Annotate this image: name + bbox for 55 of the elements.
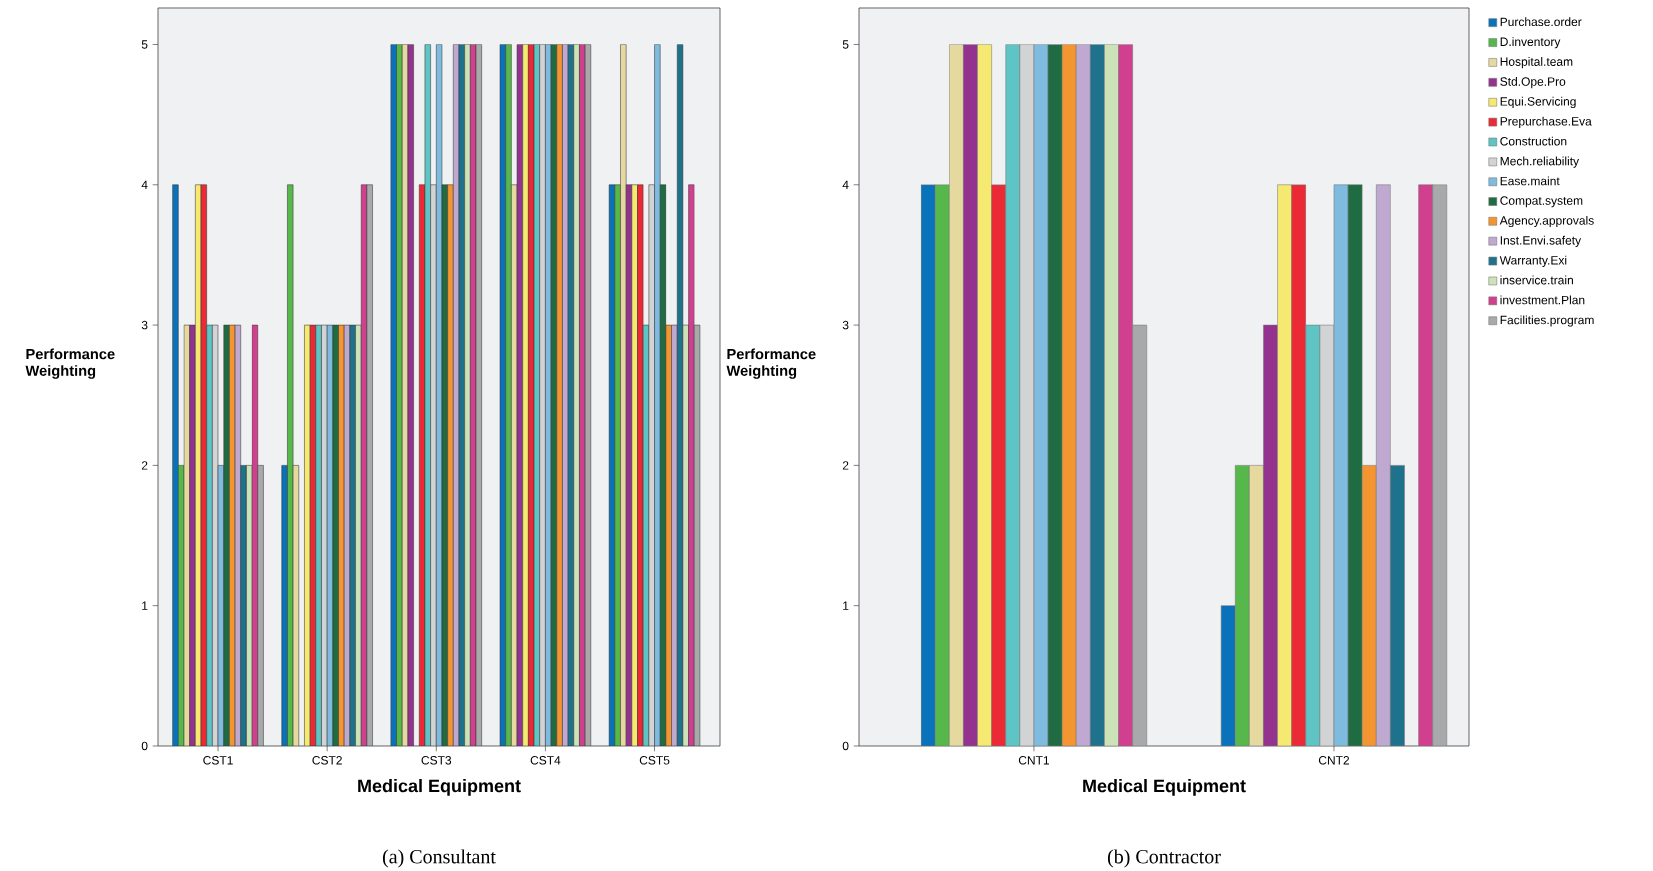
bar (1075, 44, 1091, 746)
y-tick-label: 0 (842, 741, 849, 751)
y-tick-label: 3 (141, 320, 148, 330)
y-axis-title: Performance Weighting (726, 348, 816, 379)
y-tick-label: 4 (842, 180, 849, 189)
legend-label: Compat.system (1500, 196, 1583, 208)
bar (1432, 184, 1448, 746)
x-tick-label: CST1 (203, 756, 233, 765)
legend-label: D.inventory (1500, 37, 1561, 49)
x-tick-label: CST3 (421, 756, 452, 765)
legend-label: Facilities.program (1500, 315, 1594, 327)
legend-label: Prepurchase.Eva (1500, 116, 1592, 128)
bar (1347, 184, 1363, 746)
bar (1132, 324, 1148, 746)
bar (608, 184, 616, 746)
bar (991, 184, 1006, 746)
x-axis-title: Medical Equipment (358, 779, 521, 796)
y-tick-label: 3 (842, 320, 849, 330)
y-tick-label: 5 (842, 40, 849, 49)
y-axis-title: Performance Weighting (25, 348, 115, 379)
text: (b) Contractor (1107, 849, 1221, 868)
bar (1376, 184, 1391, 746)
y-tick-label: 4 (141, 180, 148, 189)
x-tick-label: CST2 (312, 756, 342, 765)
bar (1019, 44, 1035, 746)
legend-label: Warranty.Exi (1499, 255, 1567, 267)
x-tick-label: CNT2 (1318, 756, 1350, 765)
bar (1291, 184, 1307, 746)
legend-label: inservice.train (1500, 275, 1573, 285)
x-axis-title: Medical Equipment (1083, 779, 1246, 796)
legend-label: Inst.Envi.safety (1500, 235, 1582, 247)
bar (934, 184, 950, 746)
x-tick-label: CST4 (530, 756, 561, 765)
y-tick-label: 5 (141, 40, 148, 49)
legend-label: investment.Plan (1500, 295, 1585, 305)
y-tick-label: 2 (141, 461, 148, 470)
bar (172, 184, 179, 746)
legend-label: Mech.reliability (1500, 156, 1580, 168)
x-tick-label: CST5 (639, 756, 670, 765)
legend-label: Hospital.team (1500, 57, 1573, 69)
bar (1235, 465, 1250, 746)
bar (1220, 605, 1236, 746)
legend-label: Agency.approvals (1499, 215, 1594, 228)
bar (920, 184, 936, 746)
y-tick-label: 1 (142, 601, 148, 610)
legend-label: Std.Ope.Pro (1500, 76, 1566, 89)
legend-label: Purchase.order (1500, 17, 1582, 27)
legend-label: Equi.Servicing (1500, 96, 1576, 109)
legend-label: Ease.maint (1500, 176, 1560, 186)
y-tick-label: 1 (843, 601, 849, 610)
legend-label: Construction (1500, 136, 1567, 146)
text: (a) Consultant (382, 849, 496, 868)
y-tick-label: 2 (842, 461, 849, 470)
x-tick-label: CNT1 (1018, 756, 1050, 765)
y-tick-label: 0 (141, 741, 148, 751)
